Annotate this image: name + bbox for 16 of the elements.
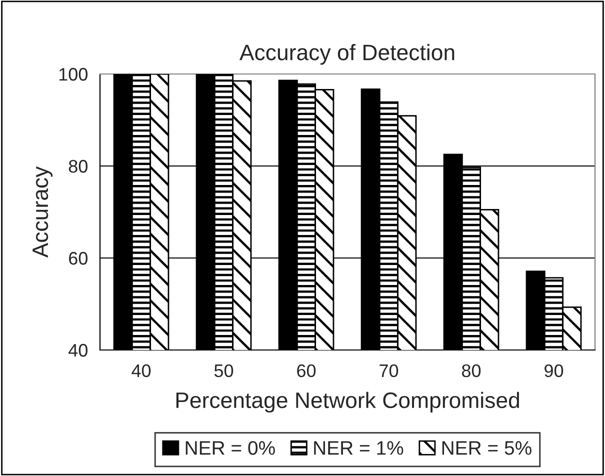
y-tick-label: 100 [59,68,88,81]
x-tick-label: 80 [462,364,481,378]
legend-label: NER = 5% [442,441,532,455]
x-tick-label: 90 [544,364,564,378]
y-axis-title: Accuracy [32,166,53,258]
legend-label: NER = 0% [186,441,275,455]
x-tick-label: 40 [132,364,151,378]
chart-title: Accuracy of Detection [239,44,454,65]
x-axis-title: Percentage Network Compromised [176,392,519,413]
x-tick-label: 60 [297,364,316,378]
legend-label: NER = 1% [314,441,404,455]
y-tick-label: 40 [68,344,88,357]
y-tick-label: 80 [68,160,88,173]
y-tick-label: 60 [69,252,88,265]
x-tick-label: 50 [214,364,234,378]
x-tick-label: 70 [380,364,398,378]
